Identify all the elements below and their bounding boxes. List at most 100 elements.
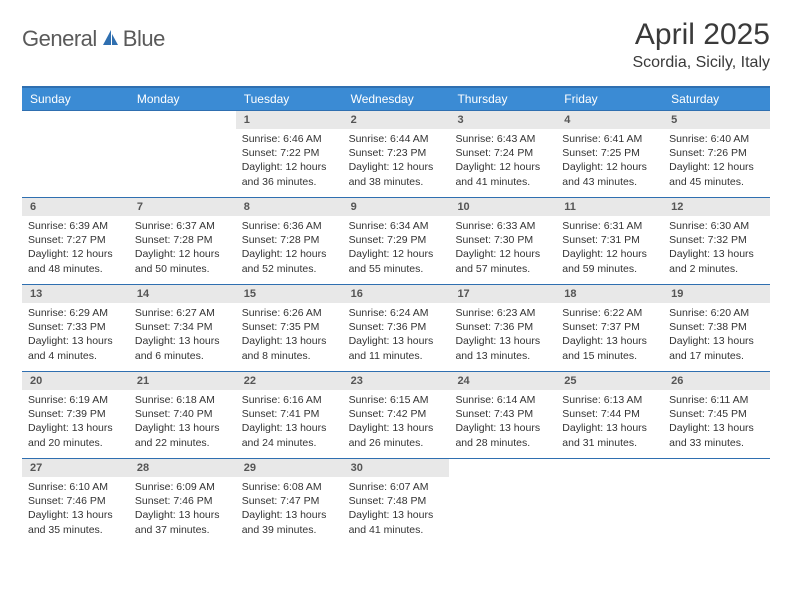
day-cell: 5Sunrise: 6:40 AMSunset: 7:26 PMDaylight… [663, 111, 770, 197]
sunrise-text: Sunrise: 6:15 AM [349, 393, 444, 407]
logo: General Blue [22, 18, 165, 52]
sunrise-text: Sunrise: 6:14 AM [455, 393, 550, 407]
sunset-text: Sunset: 7:29 PM [349, 233, 444, 247]
day-number: 7 [129, 198, 236, 216]
week-row: 1Sunrise: 6:46 AMSunset: 7:22 PMDaylight… [22, 110, 770, 197]
day-cell-body: Sunrise: 6:30 AMSunset: 7:32 PMDaylight:… [663, 216, 770, 282]
day-cell-body: Sunrise: 6:26 AMSunset: 7:35 PMDaylight:… [236, 303, 343, 369]
day-number: 25 [556, 372, 663, 390]
day-cell: 18Sunrise: 6:22 AMSunset: 7:37 PMDayligh… [556, 285, 663, 371]
day-number: 4 [556, 111, 663, 129]
sunrise-text: Sunrise: 6:31 AM [562, 219, 657, 233]
day-cell-body: Sunrise: 6:24 AMSunset: 7:36 PMDaylight:… [343, 303, 450, 369]
day-cell: 6Sunrise: 6:39 AMSunset: 7:27 PMDaylight… [22, 198, 129, 284]
day-cell: 8Sunrise: 6:36 AMSunset: 7:28 PMDaylight… [236, 198, 343, 284]
sunrise-text: Sunrise: 6:43 AM [455, 132, 550, 146]
day-cell-body: Sunrise: 6:22 AMSunset: 7:37 PMDaylight:… [556, 303, 663, 369]
day-cell-body: Sunrise: 6:31 AMSunset: 7:31 PMDaylight:… [556, 216, 663, 282]
sunrise-text: Sunrise: 6:08 AM [242, 480, 337, 494]
day-number: 17 [449, 285, 556, 303]
sunrise-text: Sunrise: 6:22 AM [562, 306, 657, 320]
daylight-text: Daylight: 13 hours and 11 minutes. [349, 334, 444, 362]
sunset-text: Sunset: 7:30 PM [455, 233, 550, 247]
sunrise-text: Sunrise: 6:13 AM [562, 393, 657, 407]
daylight-text: Daylight: 13 hours and 31 minutes. [562, 421, 657, 449]
day-number: 26 [663, 372, 770, 390]
sunset-text: Sunset: 7:35 PM [242, 320, 337, 334]
day-cell-body: Sunrise: 6:09 AMSunset: 7:46 PMDaylight:… [129, 477, 236, 543]
calendar: Sunday Monday Tuesday Wednesday Thursday… [22, 86, 770, 545]
day-cell-body: Sunrise: 6:18 AMSunset: 7:40 PMDaylight:… [129, 390, 236, 456]
sunrise-text: Sunrise: 6:27 AM [135, 306, 230, 320]
day-cell-body: Sunrise: 6:34 AMSunset: 7:29 PMDaylight:… [343, 216, 450, 282]
title-block: April 2025 Scordia, Sicily, Italy [632, 18, 770, 72]
daylight-text: Daylight: 12 hours and 50 minutes. [135, 247, 230, 275]
day-cell: 29Sunrise: 6:08 AMSunset: 7:47 PMDayligh… [236, 459, 343, 545]
day-cell: 2Sunrise: 6:44 AMSunset: 7:23 PMDaylight… [343, 111, 450, 197]
day-cell-body: Sunrise: 6:41 AMSunset: 7:25 PMDaylight:… [556, 129, 663, 195]
sunset-text: Sunset: 7:42 PM [349, 407, 444, 421]
sunset-text: Sunset: 7:41 PM [242, 407, 337, 421]
sunrise-text: Sunrise: 6:09 AM [135, 480, 230, 494]
day-cell: 20Sunrise: 6:19 AMSunset: 7:39 PMDayligh… [22, 372, 129, 458]
sunset-text: Sunset: 7:28 PM [135, 233, 230, 247]
sunset-text: Sunset: 7:31 PM [562, 233, 657, 247]
day-cell-body: Sunrise: 6:19 AMSunset: 7:39 PMDaylight:… [22, 390, 129, 456]
day-cell: 9Sunrise: 6:34 AMSunset: 7:29 PMDaylight… [343, 198, 450, 284]
day-number: 13 [22, 285, 129, 303]
day-number: 23 [343, 372, 450, 390]
day-cell: 24Sunrise: 6:14 AMSunset: 7:43 PMDayligh… [449, 372, 556, 458]
day-cell-body: Sunrise: 6:20 AMSunset: 7:38 PMDaylight:… [663, 303, 770, 369]
daylight-text: Daylight: 12 hours and 45 minutes. [669, 160, 764, 188]
day-number: 27 [22, 459, 129, 477]
day-number: 6 [22, 198, 129, 216]
sail-icon [100, 28, 120, 51]
daylight-text: Daylight: 13 hours and 33 minutes. [669, 421, 764, 449]
sunrise-text: Sunrise: 6:29 AM [28, 306, 123, 320]
daylight-text: Daylight: 13 hours and 6 minutes. [135, 334, 230, 362]
day-cell-body: Sunrise: 6:10 AMSunset: 7:46 PMDaylight:… [22, 477, 129, 543]
sunset-text: Sunset: 7:36 PM [349, 320, 444, 334]
day-cell: 16Sunrise: 6:24 AMSunset: 7:36 PMDayligh… [343, 285, 450, 371]
sunrise-text: Sunrise: 6:41 AM [562, 132, 657, 146]
sunset-text: Sunset: 7:28 PM [242, 233, 337, 247]
day-cell-body: Sunrise: 6:15 AMSunset: 7:42 PMDaylight:… [343, 390, 450, 456]
day-number: 8 [236, 198, 343, 216]
day-number: 5 [663, 111, 770, 129]
week-row: 6Sunrise: 6:39 AMSunset: 7:27 PMDaylight… [22, 197, 770, 284]
day-cell-body: Sunrise: 6:14 AMSunset: 7:43 PMDaylight:… [449, 390, 556, 456]
sunset-text: Sunset: 7:40 PM [135, 407, 230, 421]
day-cell-body: Sunrise: 6:27 AMSunset: 7:34 PMDaylight:… [129, 303, 236, 369]
day-cell: 26Sunrise: 6:11 AMSunset: 7:45 PMDayligh… [663, 372, 770, 458]
day-cell-body: Sunrise: 6:37 AMSunset: 7:28 PMDaylight:… [129, 216, 236, 282]
sunset-text: Sunset: 7:22 PM [242, 146, 337, 160]
day-number: 9 [343, 198, 450, 216]
sunset-text: Sunset: 7:34 PM [135, 320, 230, 334]
daylight-text: Daylight: 13 hours and 4 minutes. [28, 334, 123, 362]
day-cell-body: Sunrise: 6:44 AMSunset: 7:23 PMDaylight:… [343, 129, 450, 195]
sunrise-text: Sunrise: 6:11 AM [669, 393, 764, 407]
sunrise-text: Sunrise: 6:26 AM [242, 306, 337, 320]
day-number: 16 [343, 285, 450, 303]
day-cell-body: Sunrise: 6:07 AMSunset: 7:48 PMDaylight:… [343, 477, 450, 543]
day-cell-body: Sunrise: 6:46 AMSunset: 7:22 PMDaylight:… [236, 129, 343, 195]
daylight-text: Daylight: 13 hours and 41 minutes. [349, 508, 444, 536]
sunrise-text: Sunrise: 6:18 AM [135, 393, 230, 407]
day-cell: 25Sunrise: 6:13 AMSunset: 7:44 PMDayligh… [556, 372, 663, 458]
daylight-text: Daylight: 12 hours and 55 minutes. [349, 247, 444, 275]
daylight-text: Daylight: 13 hours and 8 minutes. [242, 334, 337, 362]
sunrise-text: Sunrise: 6:10 AM [28, 480, 123, 494]
sunset-text: Sunset: 7:26 PM [669, 146, 764, 160]
day-cell [556, 459, 663, 545]
sunset-text: Sunset: 7:37 PM [562, 320, 657, 334]
sunset-text: Sunset: 7:39 PM [28, 407, 123, 421]
day-cell: 1Sunrise: 6:46 AMSunset: 7:22 PMDaylight… [236, 111, 343, 197]
daylight-text: Daylight: 12 hours and 43 minutes. [562, 160, 657, 188]
day-header: Wednesday [343, 88, 450, 110]
page-header: General Blue April 2025 Scordia, Sicily,… [22, 18, 770, 72]
daylight-text: Daylight: 12 hours and 52 minutes. [242, 247, 337, 275]
daylight-text: Daylight: 12 hours and 48 minutes. [28, 247, 123, 275]
daylight-text: Daylight: 13 hours and 39 minutes. [242, 508, 337, 536]
day-cell [449, 459, 556, 545]
day-number: 30 [343, 459, 450, 477]
